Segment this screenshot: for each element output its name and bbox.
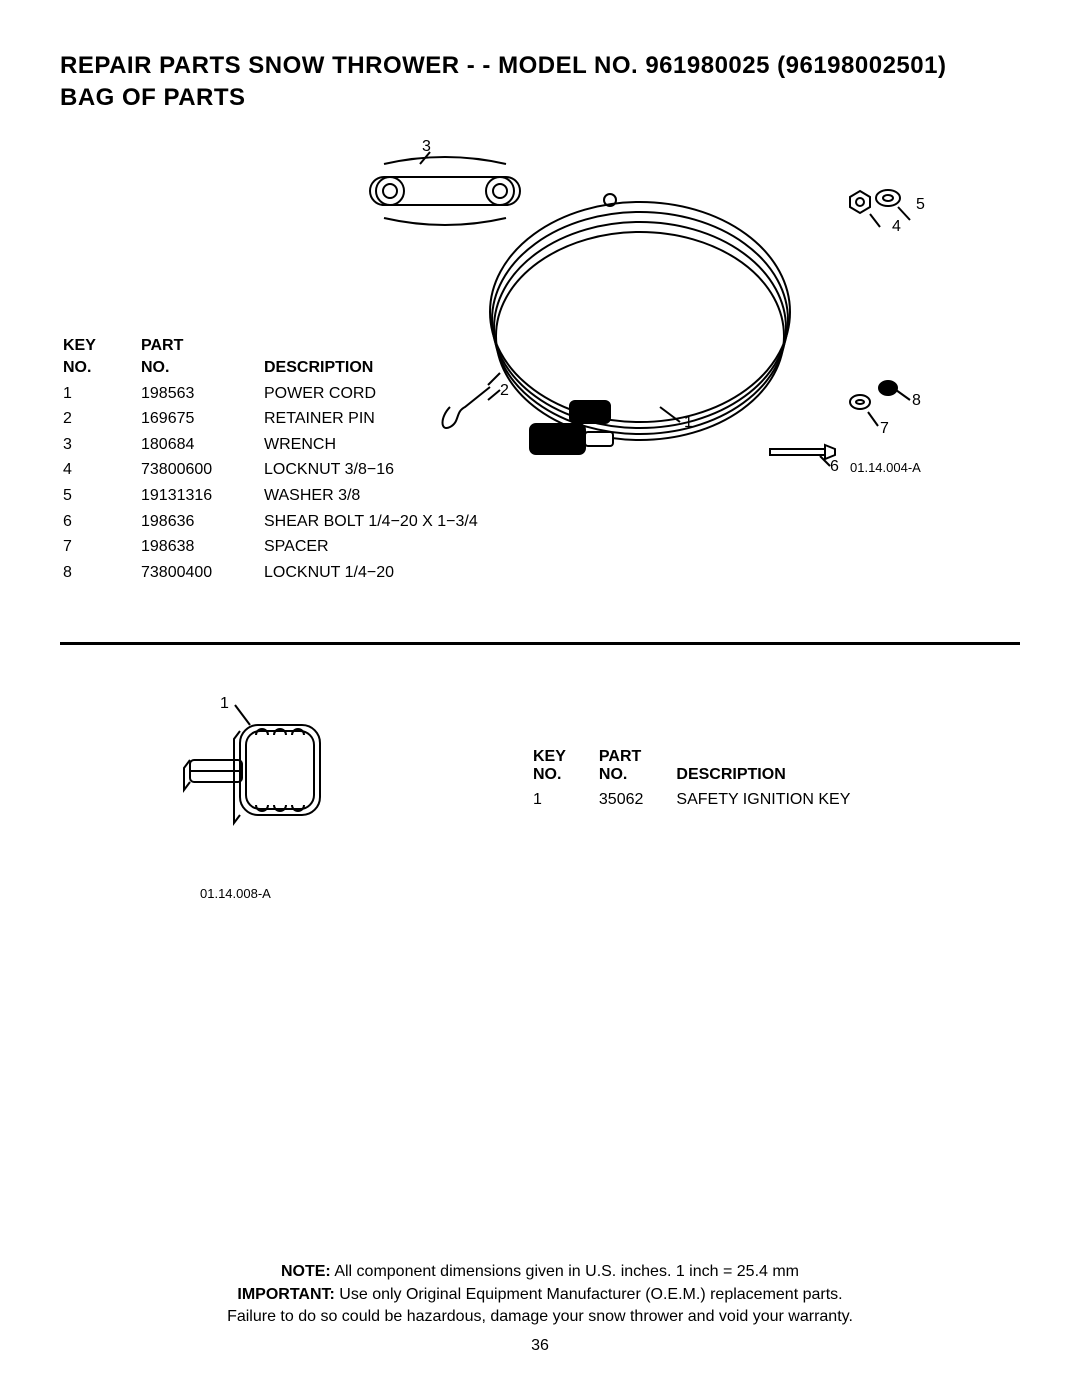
th-key1: KEY [63, 337, 96, 354]
footer-line3: Failure to do so could be hazardous, dam… [0, 1306, 1080, 1328]
th-key2: NO. [63, 359, 91, 376]
diagram-code-b: 01.14.008-A [200, 886, 460, 901]
table-row: 3180684WRENCH [62, 433, 498, 457]
th2-key2: NO. [533, 766, 561, 783]
important-text: Use only Original Equipment Manufacturer… [335, 1286, 843, 1303]
note-text: All component dimensions given in U.S. i… [331, 1263, 799, 1280]
callout-7: 7 [880, 420, 889, 438]
note-label: NOTE: [281, 1263, 331, 1280]
section-divider [60, 642, 1020, 645]
callout-6: 6 [830, 458, 839, 476]
th-part1: PART [141, 337, 183, 354]
page-subtitle: BAG OF PARTS [60, 84, 1020, 112]
table-row: 7198638SPACER [62, 535, 498, 559]
footer-note: NOTE: All component dimensions given in … [0, 1261, 1080, 1283]
title-model-rest: (96198002501) [770, 52, 946, 79]
parts-table-1: KEY NO. PART NO. DESCRIPTION 1198563POWER … [60, 332, 500, 586]
page: REPAIR PARTS SNOW THROWER - - MODEL NO. … [0, 0, 1080, 1397]
th-part2: NO. [141, 359, 169, 376]
callout-8: 8 [912, 392, 921, 410]
th2-key1: KEY [533, 748, 566, 765]
callout-1: 1 [684, 414, 693, 432]
callout-4: 4 [892, 218, 901, 236]
table-row: 473800600LOCKNUT 3/8−16 [62, 458, 498, 482]
diagram-bag-of-parts: 3 2 1 5 4 8 7 6 01.14.004-A KEYNO. PARTN… [60, 142, 1020, 562]
footer-important: IMPORTANT: Use only Original Equipment M… [0, 1284, 1080, 1306]
title-prefix: REPAIR PARTS [60, 52, 241, 79]
th2-desc: DESCRIPTION [676, 766, 785, 783]
key-svg [180, 705, 350, 875]
key-diagram: 1 01.14.008-A [180, 705, 460, 901]
table-row: 519131316WASHER 3/8 [62, 484, 498, 508]
table-row: 2169675RETAINER PIN [62, 407, 498, 431]
footer: NOTE: All component dimensions given in … [0, 1261, 1080, 1357]
table-row: 6198636SHEAR BOLT 1/4−20 X 1−3/4 [62, 510, 498, 534]
table-row: 1198563POWER CORD [62, 382, 498, 406]
callout-3: 3 [422, 138, 431, 156]
callout-2: 2 [500, 382, 509, 400]
title-model: 961980025 [645, 52, 770, 79]
diagram-code-a: 01.14.004-A [850, 460, 921, 475]
callout-5: 5 [916, 196, 925, 214]
lower-section: 1 01.14.008-A [60, 705, 1020, 901]
table-row: 1 35062 SAFETY IGNITION KEY [532, 787, 880, 810]
th-desc: DESCRIPTION [264, 359, 373, 376]
th2-part2: NO. [599, 766, 627, 783]
page-number: 36 [0, 1335, 1080, 1357]
page-title: REPAIR PARTS SNOW THROWER - - MODEL NO. … [60, 50, 1020, 82]
important-label: IMPORTANT: [237, 1286, 334, 1303]
title-mid: SNOW THROWER - - MODEL NO. [241, 52, 645, 79]
table-row: 873800400LOCKNUT 1/4−20 [62, 561, 498, 585]
callout-key-1: 1 [220, 695, 229, 713]
parts-table-2: KEYNO. PARTNO. DESCRIPTION 1 35062 SAFET… [530, 745, 882, 812]
th2-part1: PART [599, 748, 641, 765]
